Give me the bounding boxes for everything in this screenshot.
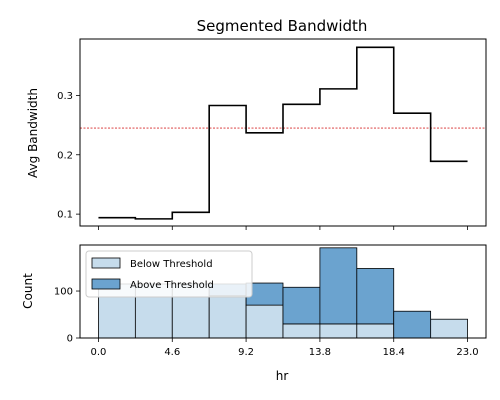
top-plot-frame [79,38,487,227]
top-y-axis-label: Avg Bandwidth [26,88,40,178]
top-y-tick-label: 0.1 [57,210,73,221]
legend-label-above: Above Threshold [130,280,214,291]
bottom-y-tick-label: 0 [67,334,73,345]
histogram-bar-below [430,318,468,339]
histogram-bar-below [282,323,321,339]
histogram-bar-below [245,304,284,339]
top-y-axis: 0.1 0.2 0.3 [57,91,80,221]
legend-frame [85,250,253,298]
bandwidth-plot-area [80,46,486,220]
histogram-bar-below [356,323,395,339]
histogram-bar-above [319,247,358,325]
bottom-x-tick-label: 18.4 [383,347,405,358]
top-y-tick-label: 0.3 [57,91,73,102]
histogram-bar-below [319,323,358,339]
bottom-plot-frame [79,244,487,339]
bottom-x-tick-label: 23.0 [456,347,478,358]
top-chart-title: Segmented Bandwidth [197,17,368,35]
top-y-tick-label: 0.2 [57,150,73,161]
bottom-x-tick-label: 9.2 [238,347,254,358]
bottom-y-axis-label: Count [21,273,35,309]
legend-swatch-below [91,257,121,269]
bottom-x-axis-label: hr [276,369,289,383]
bottom-x-tick-label: 13.8 [309,347,331,358]
histogram-bar-above [282,286,321,325]
legend-label-below: Below Threshold [130,259,213,270]
bottom-y-tick-label: 100 [54,287,73,298]
bottom-x-tick-label: 0.0 [91,347,107,358]
legend: Below Threshold Above Threshold [85,250,253,298]
bottom-x-tick-label: 4.6 [164,347,180,358]
top-x-axis [98,226,468,230]
histogram-bar-above [356,268,395,325]
legend-swatch-above [91,278,121,290]
bottom-x-axis: 0.0 4.6 9.2 13.8 18.4 23.0 [91,338,479,358]
histogram-bar-above [393,310,432,339]
bottom-y-axis: 0 100 [54,287,80,345]
bandwidth-step-line [98,46,468,220]
histogram-bar-below [208,295,247,339]
